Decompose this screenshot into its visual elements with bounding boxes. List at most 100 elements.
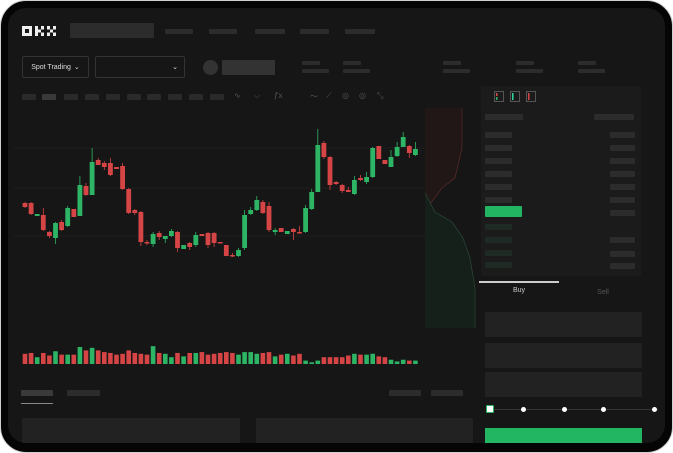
orderbook-view-toggle[interactable]	[494, 91, 544, 103]
candle	[297, 226, 302, 234]
timeframe-button[interactable]	[85, 94, 99, 100]
volume-bar	[138, 353, 144, 364]
candle	[34, 214, 40, 216]
candle-body	[333, 182, 339, 184]
search-box[interactable]	[70, 23, 154, 38]
candlestick-chart[interactable]	[8, 8, 478, 378]
slider-step[interactable]	[652, 407, 657, 412]
ask-amount	[610, 132, 635, 138]
nav-item[interactable]	[165, 29, 193, 34]
volume-bar	[187, 352, 192, 364]
volume-bar	[327, 357, 333, 364]
candle	[303, 205, 308, 233]
amount-input[interactable]	[485, 343, 642, 368]
volume-bar	[394, 361, 400, 364]
timeframe-button[interactable]	[168, 94, 182, 100]
total-input[interactable]	[485, 372, 642, 397]
filter-button[interactable]	[431, 390, 463, 396]
volume-bar	[242, 352, 247, 364]
nav-item[interactable]	[300, 29, 329, 34]
tab-sell[interactable]: Sell	[597, 289, 609, 296]
candle-body	[345, 190, 351, 192]
orderbook-header-price	[485, 114, 523, 120]
candle	[254, 196, 260, 211]
volume-bar	[28, 352, 34, 364]
candle-body	[358, 178, 363, 180]
chart-type-icon[interactable]: ⌵	[254, 91, 261, 100]
candle-body	[53, 223, 58, 238]
ask-price	[485, 158, 512, 164]
camera-icon[interactable]: ◎	[342, 91, 349, 100]
nav-item[interactable]	[255, 29, 285, 34]
line-tool-icon[interactable]: 〜	[310, 92, 318, 101]
candle-body	[89, 162, 95, 195]
candle-body	[40, 215, 46, 230]
volume-bar	[132, 352, 138, 364]
okx-logo[interactable]	[22, 25, 62, 37]
timeframe-button[interactable]	[64, 94, 78, 100]
volume-bar	[77, 347, 83, 364]
volume-bar	[382, 357, 388, 364]
pair-dropdown[interactable]: ⌄	[95, 56, 185, 78]
volume-bar	[285, 353, 290, 364]
volume-bar	[236, 354, 241, 364]
timeframe-button[interactable]	[210, 94, 224, 100]
candle-body	[71, 209, 77, 217]
nav-item[interactable]	[345, 29, 375, 34]
timeframe-button[interactable]	[147, 94, 161, 100]
candle	[120, 163, 125, 190]
candle	[65, 206, 71, 227]
volume-bar	[291, 355, 296, 364]
nav-item[interactable]	[209, 29, 237, 34]
ask-price	[485, 145, 512, 151]
volume-bar	[358, 354, 363, 364]
amount-slider[interactable]	[490, 409, 658, 410]
ruler-icon[interactable]: ⟋	[326, 91, 332, 100]
timeframe-button[interactable]	[42, 94, 56, 100]
candle	[199, 234, 205, 236]
filter-button[interactable]	[389, 390, 421, 396]
tab-buy[interactable]: Buy	[512, 287, 526, 294]
fx-icon[interactable]: ƒx	[274, 91, 283, 100]
slider-handle[interactable]	[486, 405, 494, 413]
candle	[394, 142, 400, 157]
timeframe-button[interactable]	[22, 94, 36, 100]
volume-bar	[370, 353, 375, 364]
candle-body	[291, 229, 296, 232]
candle-body	[205, 233, 211, 245]
price-input[interactable]	[485, 312, 642, 337]
settings-icon[interactable]: ◎	[359, 91, 366, 100]
candle-body	[77, 185, 83, 216]
buy-button[interactable]	[485, 428, 642, 443]
candle	[291, 228, 296, 240]
candle	[156, 231, 162, 240]
volume-bar	[181, 356, 186, 364]
candle-body	[364, 177, 369, 182]
timeframe-button[interactable]	[189, 94, 203, 100]
candle-body	[352, 180, 357, 194]
candle-body	[162, 236, 168, 239]
asks-only-icon	[526, 91, 536, 102]
tab-history[interactable]	[67, 390, 100, 396]
spot-trading-dropdown[interactable]: Spot Trading ⌄	[22, 56, 89, 78]
timeframe-button[interactable]	[106, 94, 120, 100]
indicator-icon[interactable]: ∿	[234, 91, 241, 100]
candle	[47, 231, 52, 238]
candle-body	[370, 148, 376, 177]
tab-open-orders[interactable]	[21, 390, 53, 396]
volume-bar	[175, 352, 180, 364]
candle	[333, 181, 339, 185]
slider-step[interactable]	[601, 407, 606, 412]
fullscreen-icon[interactable]: ⤡	[377, 91, 384, 100]
candle	[28, 202, 34, 215]
depth-chart	[425, 108, 476, 328]
candle	[242, 210, 247, 250]
volume-bar	[364, 354, 369, 364]
candle	[236, 248, 241, 257]
slider-step[interactable]	[562, 407, 567, 412]
stat-value	[578, 69, 605, 73]
volume-bar	[248, 352, 253, 364]
slider-step[interactable]	[521, 407, 526, 412]
timeframe-button[interactable]	[127, 94, 141, 100]
candle-body	[59, 222, 64, 230]
